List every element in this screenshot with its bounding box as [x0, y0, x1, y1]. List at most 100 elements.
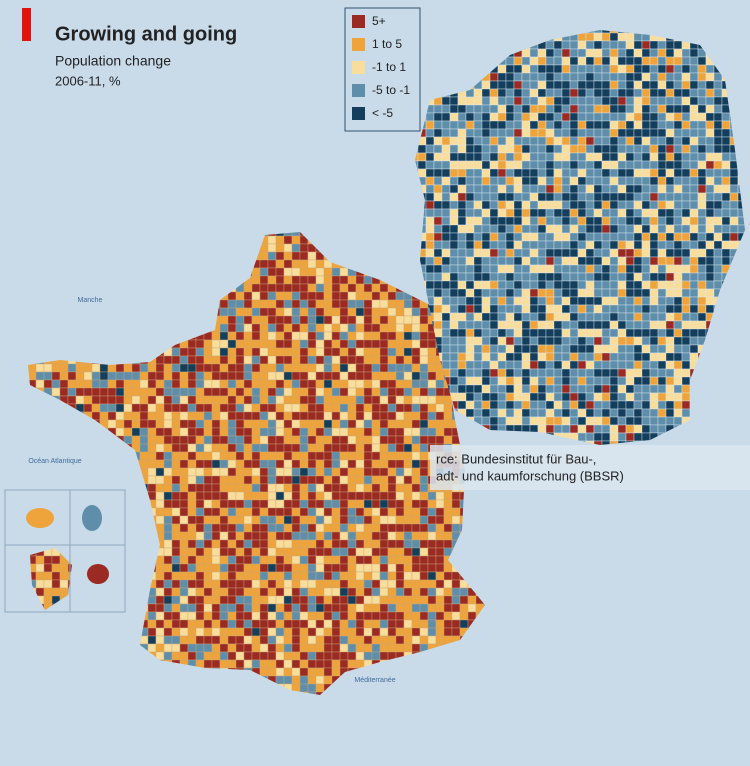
region-cell	[235, 579, 245, 589]
region-cell	[267, 579, 277, 589]
region-cell	[419, 579, 429, 589]
region-cell	[227, 363, 237, 373]
region-cell	[689, 48, 699, 58]
region-cell	[331, 571, 341, 581]
region-cell	[291, 291, 301, 301]
region-cell	[259, 371, 269, 381]
region-cell	[585, 64, 595, 74]
region-cell	[339, 395, 349, 405]
region-cell	[163, 419, 173, 429]
region-cell	[457, 208, 467, 218]
region-cell	[363, 379, 373, 389]
region-cell	[425, 216, 435, 226]
region-cell	[91, 387, 101, 397]
region-cell	[323, 443, 333, 453]
region-cell	[481, 80, 491, 90]
region-cell	[355, 419, 365, 429]
region-cell	[419, 339, 429, 349]
region-cell	[139, 427, 149, 437]
region-cell	[553, 88, 563, 98]
region-cell	[179, 483, 189, 493]
region-cell	[673, 64, 683, 74]
region-cell	[435, 603, 445, 613]
region-cell	[291, 251, 301, 261]
region-cell	[259, 251, 269, 261]
region-cell	[457, 96, 467, 106]
region-cell	[625, 128, 635, 138]
region-cell	[331, 283, 341, 293]
region-cell	[641, 120, 651, 130]
region-cell	[35, 563, 45, 573]
region-cell	[43, 363, 53, 373]
region-cell	[371, 627, 381, 637]
region-cell	[131, 403, 141, 413]
region-cell	[219, 467, 229, 477]
region-cell	[275, 363, 285, 373]
region-cell	[435, 491, 445, 501]
region-cell	[681, 80, 691, 90]
region-cell	[171, 475, 181, 485]
region-cell	[411, 515, 421, 525]
region-cell	[545, 64, 555, 74]
region-cell	[267, 467, 277, 477]
region-cell	[363, 339, 373, 349]
region-cell	[275, 547, 285, 557]
region-cell	[521, 224, 531, 234]
region-cell	[569, 176, 579, 186]
region-cell	[307, 643, 317, 653]
region-cell	[403, 363, 413, 373]
region-cell	[323, 579, 333, 589]
region-cell	[585, 128, 595, 138]
region-cell	[403, 459, 413, 469]
region-cell	[163, 523, 173, 533]
region-cell	[641, 152, 651, 162]
region-cell	[569, 104, 579, 114]
region-cell	[435, 419, 445, 429]
region-cell	[299, 331, 309, 341]
region-cell	[553, 96, 563, 106]
region-cell	[649, 88, 659, 98]
region-cell	[379, 467, 389, 477]
region-cell	[601, 176, 611, 186]
region-cell	[259, 563, 269, 573]
region-cell	[179, 563, 189, 573]
region-cell	[419, 587, 429, 597]
region-cell	[625, 32, 635, 42]
region-cell	[379, 619, 389, 629]
region-cell	[417, 152, 427, 162]
region-cell	[521, 176, 531, 186]
region-cell	[641, 48, 651, 58]
region-cell	[179, 363, 189, 373]
region-cell	[259, 411, 269, 421]
region-cell	[179, 395, 189, 405]
region-cell	[387, 339, 397, 349]
region-cell	[427, 611, 437, 621]
region-cell	[331, 459, 341, 469]
region-cell	[227, 451, 237, 461]
region-cell	[331, 411, 341, 421]
region-cell	[147, 371, 157, 381]
region-cell	[411, 387, 421, 397]
region-cell	[553, 48, 563, 58]
region-cell	[147, 427, 157, 437]
region-cell	[195, 395, 205, 405]
region-cell	[339, 467, 349, 477]
region-cell	[283, 443, 293, 453]
region-cell	[339, 347, 349, 357]
region-cell	[187, 507, 197, 517]
region-cell	[537, 160, 547, 170]
region-cell	[347, 643, 357, 653]
region-cell	[379, 323, 389, 333]
region-cell	[283, 395, 293, 405]
region-cell	[219, 427, 229, 437]
region-cell	[465, 192, 475, 202]
region-cell	[339, 435, 349, 445]
region-cell	[259, 619, 269, 629]
region-cell	[283, 611, 293, 621]
region-cell	[115, 379, 125, 389]
region-cell	[275, 411, 285, 421]
region-cell	[403, 475, 413, 485]
region-cell	[91, 379, 101, 389]
region-cell	[283, 339, 293, 349]
region-cell	[323, 523, 333, 533]
